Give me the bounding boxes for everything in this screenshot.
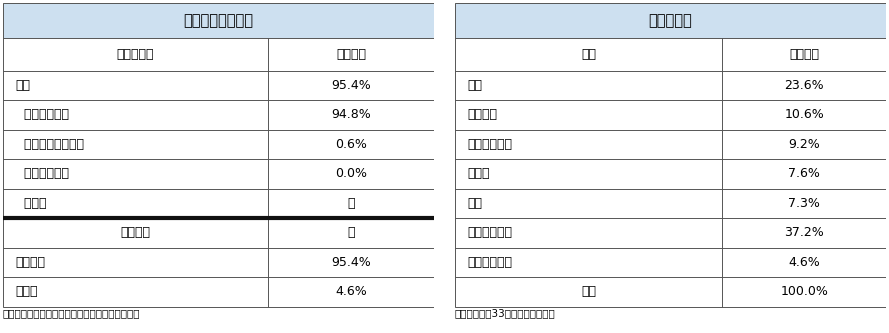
Text: 化学: 化学 [468,79,483,92]
Text: 電気機器: 電気機器 [468,108,498,121]
Text: 純資産比: 純資産比 [789,48,820,61]
Bar [455,159,886,188]
Text: 95.4%: 95.4% [332,256,371,269]
Bar [455,3,886,38]
Text: 37.2%: 37.2% [784,226,824,239]
Text: 4.6%: 4.6% [789,256,821,269]
Text: その他: その他 [16,197,46,210]
Text: 10.6%: 10.6% [784,108,824,121]
Bar [3,71,434,100]
Text: 資産・市場別配分: 資産・市場別配分 [183,13,253,28]
Text: 株式: 株式 [16,79,31,92]
Text: ・業種は東証33業種分類による。: ・業種は東証33業種分類による。 [455,308,556,318]
Text: 0.0%: 0.0% [335,167,367,180]
Text: 7.3%: 7.3% [789,197,821,210]
Text: 東証プライム: 東証プライム [16,108,68,121]
Text: 資産・市場: 資産・市場 [116,48,154,61]
Bar [3,218,434,248]
Bar [455,188,886,218]
Text: 23.6%: 23.6% [784,79,824,92]
Text: 合計: 合計 [581,285,597,298]
Text: 機械: 機械 [468,197,483,210]
Text: 0.6%: 0.6% [335,138,367,151]
Text: ・株式実質は株式に株式先物を加えた比率です。: ・株式実質は株式に株式先物を加えた比率です。 [3,308,140,318]
Bar [455,248,886,277]
Text: －: － [348,197,355,210]
Bar [3,130,434,159]
Bar [3,38,434,71]
Text: 7.6%: 7.6% [789,167,821,180]
Text: その他の業種: その他の業種 [468,226,513,239]
Text: 現金等: 現金等 [16,285,38,298]
Text: 100.0%: 100.0% [781,285,829,298]
Bar [455,277,886,307]
Bar [3,159,434,188]
Text: 4.6%: 4.6% [335,285,367,298]
Text: 業種: 業種 [581,48,597,61]
Bar [455,130,886,159]
Text: 9.2%: 9.2% [789,138,821,151]
Text: 東証グロース: 東証グロース [16,167,68,180]
Text: 94.8%: 94.8% [332,108,371,121]
Bar [3,277,434,307]
Bar [455,71,886,100]
Text: 株式先物: 株式先物 [120,226,150,239]
Bar [455,38,886,71]
Text: 95.4%: 95.4% [332,79,371,92]
Text: －: － [348,226,355,239]
Text: 株式実質: 株式実質 [16,256,45,269]
Text: 純資産比: 純資産比 [336,48,366,61]
Bar [3,188,434,218]
Bar [455,100,886,130]
Text: 東証スタンダード: 東証スタンダード [16,138,84,151]
Bar [3,3,434,38]
Text: 電気・ガス業: 電気・ガス業 [468,138,513,151]
Text: 業種別配分: 業種別配分 [649,13,693,28]
Bar [3,100,434,130]
Text: その他の資産: その他の資産 [468,256,513,269]
Bar [3,248,434,277]
Bar [455,218,886,248]
Text: 建設業: 建設業 [468,167,491,180]
